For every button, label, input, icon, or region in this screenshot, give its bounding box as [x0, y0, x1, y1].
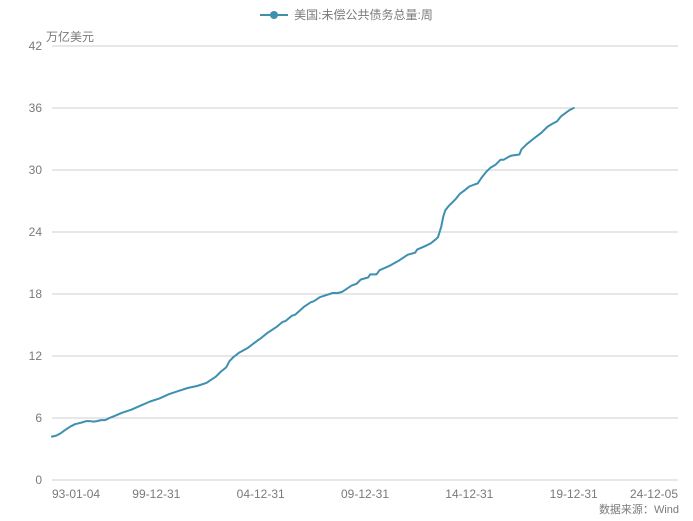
- y-tick-label: 6: [35, 411, 42, 425]
- y-tick-label: 42: [29, 39, 43, 53]
- y-tick-label: 36: [29, 101, 43, 115]
- y-tick-label: 18: [29, 287, 43, 301]
- series-line: [52, 108, 574, 437]
- x-tick-label: 93-01-04: [52, 487, 100, 501]
- chart-canvas: 0 6 12 18 24 30 36 42 93-01-04 99-12-31 04-12-31 09…: [0, 0, 693, 521]
- data-source: 数据来源：Wind: [599, 501, 679, 517]
- legend-marker: [260, 8, 288, 22]
- source-name: Wind: [654, 504, 679, 516]
- x-tick-label: 99-12-31: [132, 487, 180, 501]
- y-axis-unit: 万亿美元: [46, 28, 94, 45]
- legend-dot-icon: [270, 11, 278, 19]
- y-tick-label: 30: [29, 163, 43, 177]
- x-tick-label: 19-12-31: [550, 487, 598, 501]
- x-tick-label: 04-12-31: [237, 487, 285, 501]
- line-chart: 美国:未偿公共债务总量:周 万亿美元 0 6 12 18 24 30 36 42 93-01-0…: [0, 0, 693, 521]
- legend-label: 美国:未偿公共债务总量:周: [294, 6, 433, 23]
- source-prefix: 数据来源：: [599, 504, 654, 516]
- x-tick-label: 09-12-31: [341, 487, 389, 501]
- chart-legend: 美国:未偿公共债务总量:周: [0, 6, 693, 23]
- y-tick-label: 24: [29, 225, 43, 239]
- x-tick-label: 14-12-31: [445, 487, 493, 501]
- y-tick-label: 12: [29, 349, 43, 363]
- x-tick-label: 24-12-05: [630, 487, 678, 501]
- y-tick-label: 0: [35, 473, 42, 487]
